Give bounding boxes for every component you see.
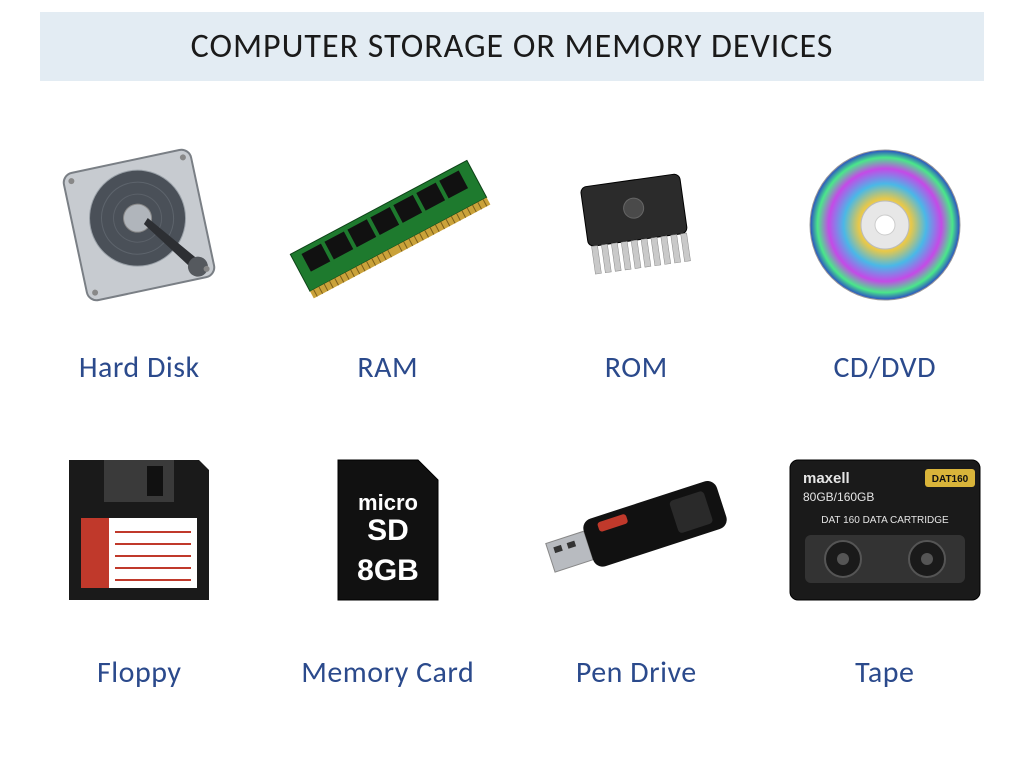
svg-text:DAT160: DAT160 [932,474,969,485]
memory-card-label: Memory Card [301,644,474,711]
floppy-icon [20,416,259,644]
device-grid: Hard Disk RAM [0,81,1024,721]
cd-dvd-label: CD/DVD [833,339,936,406]
hard-disk-icon [20,111,259,339]
disc-icon [766,111,1005,339]
svg-text:SD: SD [367,514,409,547]
cell-floppy: Floppy [20,416,259,711]
cell-ram: RAM [269,111,508,406]
ram-icon [269,111,508,339]
rom-label: ROM [605,339,668,406]
page-title: COMPUTER STORAGE OR MEMORY DEVICES [40,12,984,81]
svg-text:8GB: 8GB [357,554,419,587]
tape-label: Tape [855,644,914,711]
ram-label: RAM [357,339,418,406]
svg-text:micro: micro [358,490,418,515]
svg-text:maxell: maxell [803,470,850,487]
cell-rom: ROM [517,111,756,406]
cell-hard-disk: Hard Disk [20,111,259,406]
svg-text:DAT 160 DATA CARTRIDGE: DAT 160 DATA CARTRIDGE [821,515,949,526]
floppy-label: Floppy [97,644,181,711]
pen-drive-label: Pen Drive [576,644,697,711]
rom-icon [517,111,756,339]
cell-pen-drive: Pen Drive [517,416,756,711]
sdcard-icon: micro SD 8GB [269,416,508,644]
svg-text:80GB/160GB: 80GB/160GB [803,490,874,504]
cell-memory-card: micro SD 8GB Memory Card [269,416,508,711]
cell-tape: maxell 80GB/160GB DAT160 DAT 160 DATA CA… [766,416,1005,711]
hard-disk-label: Hard Disk [79,339,200,406]
cell-cd-dvd: CD/DVD [766,111,1005,406]
tape-icon: maxell 80GB/160GB DAT160 DAT 160 DATA CA… [766,416,1005,644]
usb-icon [517,416,756,644]
